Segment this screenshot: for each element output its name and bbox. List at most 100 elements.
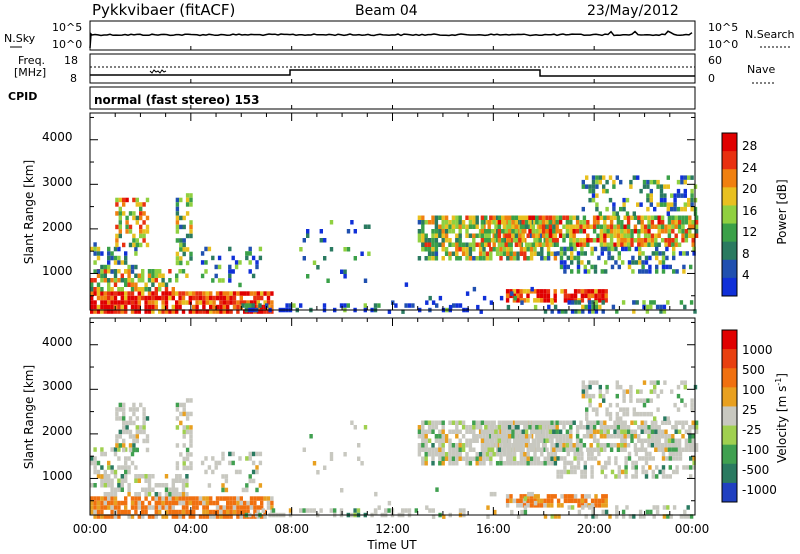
heatmap-cell: [424, 461, 428, 466]
heatmap-cell: [616, 443, 621, 448]
heatmap-cell: [100, 264, 104, 270]
heatmap-cell: [128, 416, 133, 421]
heatmap-cell: [438, 229, 442, 234]
heatmap-cell: [627, 246, 632, 252]
heatmap-cell: [583, 264, 587, 270]
heatmap-cell: [570, 465, 574, 470]
heatmap-cell: [404, 282, 409, 287]
heatmap-cell: [251, 255, 256, 261]
heatmap-cell: [164, 509, 169, 515]
heatmap-cell: [480, 438, 485, 443]
heatmap-cell: [346, 229, 351, 234]
heatmap-cell: [238, 282, 242, 288]
heatmap-cell: [677, 229, 682, 234]
heatmap-cell: [451, 220, 456, 225]
heatmap-cell: [692, 246, 696, 252]
heatmap-cell: [455, 220, 459, 225]
heatmap-cell: [222, 309, 226, 314]
heatmap-cell: [538, 229, 542, 234]
heatmap-cell: [550, 498, 554, 504]
heatmap-cell: [676, 393, 681, 399]
heatmap-cell: [438, 215, 442, 220]
heatmap-cell: [110, 447, 114, 452]
heatmap-cell: [668, 465, 672, 470]
heatmap-cell: [107, 264, 111, 270]
heatmap-cell: [171, 287, 175, 292]
heatmap-cell: [202, 505, 206, 510]
heatmap-cell: [417, 443, 422, 448]
heatmap-cell: [117, 246, 121, 252]
heatmap-cell: [581, 184, 585, 189]
heatmap-cell: [110, 291, 114, 296]
heatmap-cell: [573, 498, 578, 504]
heatmap-cell: [417, 256, 422, 261]
date-label: 23/May/2012: [587, 3, 679, 19]
heatmap-cell: [124, 278, 128, 283]
heatmap-cell: [635, 300, 639, 305]
heatmap-cell: [613, 420, 617, 425]
heatmap-cell: [518, 443, 522, 448]
heatmap-cell: [431, 425, 435, 430]
heatmap-cell: [690, 197, 694, 203]
heatmap-cell: [641, 469, 645, 475]
heatmap-cell: [640, 443, 644, 448]
heatmap-cell: [647, 434, 651, 439]
heatmap-cell: [125, 197, 129, 203]
heatmap-cell: [665, 255, 669, 261]
heatmap-cell: [610, 264, 615, 270]
heatmap-cell: [441, 456, 445, 461]
heatmap-cell: [228, 264, 232, 270]
heatmap-cell: [461, 456, 466, 461]
heatmap-cell: [139, 233, 143, 239]
heatmap-cell: [667, 215, 672, 220]
heatmap-cell: [455, 434, 459, 439]
heatmap-cell: [591, 175, 596, 180]
heatmap-cell: [260, 309, 264, 314]
heatmap-cell: [626, 443, 631, 448]
heatmap-cell: [666, 184, 670, 189]
heatmap-cell: [538, 438, 542, 443]
heatmap-cell: [509, 452, 513, 457]
heatmap-cell: [660, 429, 665, 434]
heatmap-cell: [649, 300, 653, 305]
heatmap-cell: [589, 238, 593, 243]
heatmap-cell: [519, 293, 523, 299]
heatmap-cell: [124, 496, 128, 501]
heatmap-cell: [238, 260, 242, 265]
heatmap-cell: [100, 451, 104, 457]
heatmap-cell: [489, 425, 493, 430]
heatmap-cell: [570, 309, 575, 314]
heatmap-cell: [417, 220, 422, 225]
heatmap-cell: [246, 509, 250, 515]
heatmap-cell: [219, 514, 223, 519]
heatmap-cell: [185, 233, 190, 239]
heatmap-cell: [565, 229, 570, 234]
heatmap-cell: [625, 505, 629, 510]
heatmap-cell: [688, 429, 692, 434]
heatmap-cell: [580, 251, 584, 256]
heatmap-cell: [546, 298, 551, 303]
heatmap-cell: [492, 242, 496, 247]
heatmap-cell: [175, 416, 180, 421]
heatmap-cell: [588, 402, 592, 408]
heatmap-cell: [263, 291, 267, 296]
heatmap-cell: [171, 496, 175, 501]
heatmap-cell: [255, 469, 259, 475]
heatmap-cell: [633, 429, 638, 434]
heatmap-cell: [468, 438, 473, 443]
heatmap-cell: [637, 447, 641, 452]
heatmap-cell: [263, 509, 267, 515]
heatmap-cell: [96, 309, 101, 314]
heatmap-cell: [688, 438, 692, 443]
heatmap-cell: [592, 425, 597, 430]
heatmap-cell: [552, 224, 556, 229]
heatmap-cell: [202, 509, 206, 515]
heatmap-cell: [501, 434, 505, 439]
heatmap-cell: [594, 293, 598, 299]
heatmap-cell: [642, 300, 646, 305]
heatmap-cell: [251, 273, 256, 279]
heatmap-cell: [103, 474, 107, 479]
heatmap-cell: [226, 514, 230, 519]
heatmap-cell: [234, 260, 239, 265]
